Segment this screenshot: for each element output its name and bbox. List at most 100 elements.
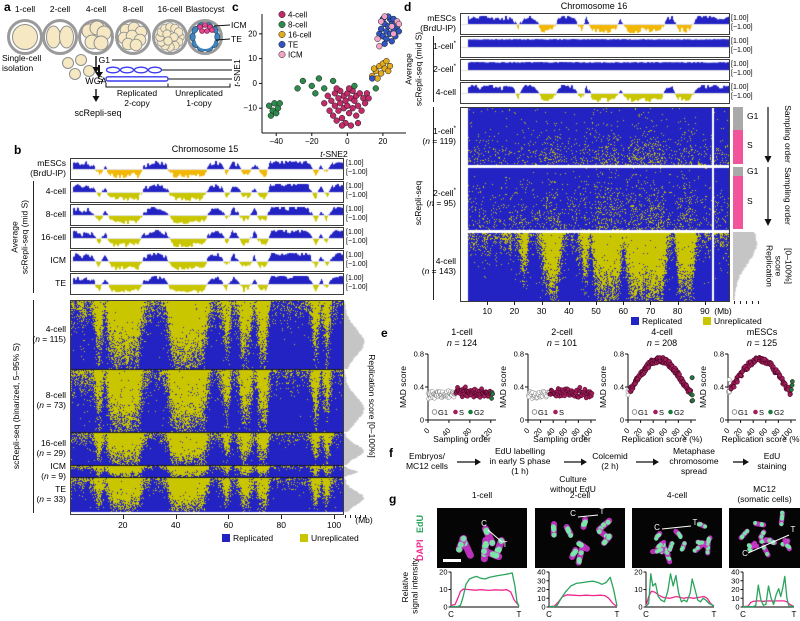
block-label-name: 4-cell <box>435 256 456 266</box>
c-x-tick-label: 0 <box>345 137 350 146</box>
e-n-rest: = 124 <box>452 338 477 348</box>
d-x-tick-label: 80 <box>672 306 683 316</box>
replication-bubble <box>147 66 163 74</box>
stage-label-2-cell: 2-cell <box>50 4 70 14</box>
telomere-label: T <box>503 540 508 549</box>
edu-band <box>654 536 659 541</box>
edu-band <box>706 536 711 541</box>
chromosome <box>580 516 589 530</box>
g-y-tick-label: 20 <box>439 568 447 577</box>
e-point-S <box>762 356 768 362</box>
c-legend-label-ICM: ICM <box>288 51 303 60</box>
replication-bubble <box>133 66 149 74</box>
e-point-S <box>735 379 740 385</box>
tsne-point-8-cell <box>321 85 328 92</box>
scale-labels-d-1-cell: [1.00] [−1.00] <box>731 38 753 54</box>
panel-g-ylabel-line1: Relative <box>400 572 410 603</box>
g-image-title-2-cell: 2-cell <box>570 490 590 500</box>
tsne-point-4-cell <box>335 107 342 114</box>
c-y-tick-label: −10 <box>243 104 257 113</box>
d-x-tick <box>650 301 652 305</box>
canvas-b-track-ICM <box>70 250 344 272</box>
edu-band <box>602 539 608 545</box>
tsne-point-4-cell <box>326 107 333 114</box>
chromosome <box>575 546 585 566</box>
e-y-tick-label: 0.8 <box>614 350 624 359</box>
tsne-point-4-cell <box>349 105 356 112</box>
workflow-step-4: Metaphase chromosome spread <box>669 446 719 476</box>
track-label-16-cell: 16-cell <box>40 232 66 242</box>
tsne-point-4-cell <box>331 102 339 109</box>
canvas-b-track-mESCs <box>70 158 344 180</box>
legend-replicated-d: Replicated <box>642 316 683 326</box>
e-point-S <box>779 375 785 381</box>
canvas-b-track-16-cell <box>70 227 344 249</box>
c-x-tick-label: 20 <box>378 137 387 146</box>
g-y-tick-label: 0 <box>735 603 739 612</box>
e-y-tick-label: 0.8 <box>514 350 524 359</box>
scale-labels-d-4-cell: [1.00] [−1.00] <box>731 84 753 100</box>
tsne-label-rest: -SNE2 <box>323 149 348 159</box>
panel-b-repscore-label: Replication score [0–100%] <box>367 354 377 458</box>
e-y-tick-label: 0 <box>720 416 724 425</box>
blastomere <box>163 36 173 46</box>
panel-letter-a: a <box>4 0 11 14</box>
edu-band <box>576 557 582 563</box>
edu-curve-0 <box>451 572 520 608</box>
d-x-tick <box>704 301 706 305</box>
b-x-tick <box>228 515 230 519</box>
g-x-c-label: C <box>740 610 746 619</box>
edu-curve-3 <box>743 575 795 608</box>
canvas-d-track-mESCs <box>460 13 730 35</box>
stage-label-1-cell: 1-cell <box>15 4 35 14</box>
chromosome <box>746 543 760 549</box>
workflow-arrow-head-2 <box>581 458 587 466</box>
workflow-arrow-head-3 <box>653 458 659 466</box>
stain-label: DAPI EdU <box>415 515 425 561</box>
e-y-tick-label: 0.8 <box>414 350 424 359</box>
chromosome <box>667 541 675 553</box>
legend-replicated-b: Replicated <box>233 533 274 543</box>
chromosome <box>655 541 665 551</box>
track-label-d-mESCs: mESCs (BrdU-IP) <box>420 13 456 33</box>
b-x-tick <box>175 515 177 519</box>
c-x-tick-label: −40 <box>269 137 283 146</box>
e-legend-dot-G1 <box>731 409 738 415</box>
scale-bar <box>443 559 461 562</box>
b-hist-tick <box>355 515 356 518</box>
e-xlabel-mESCs: Replication score (%) <box>722 434 800 444</box>
e-title-2-cell: 2-cell <box>551 327 573 337</box>
dapi-curve-0 <box>450 588 520 607</box>
edu-band <box>753 520 758 526</box>
edu-band <box>695 545 700 550</box>
embryo-schematic: 1-cell 2-cell 4-cell 8-cell 16-cell Blastocys… <box>2 4 247 118</box>
chromosome <box>695 539 707 546</box>
workflow-arrows <box>457 458 749 466</box>
edu-band <box>605 519 611 525</box>
s-bar-2cell <box>733 176 743 229</box>
edu-band <box>493 552 500 559</box>
panel-d-mb-unit: (Mb) <box>714 306 732 316</box>
panel-letter-b: b <box>14 143 22 157</box>
sampling-arrow-head-1 <box>764 156 772 163</box>
b-hist-tick <box>360 515 361 518</box>
d-x-tick <box>623 301 625 305</box>
e-legend-label-S: S <box>559 408 564 417</box>
screpliseq-label: scRepli-seq <box>74 108 121 118</box>
icm-cell <box>199 28 205 34</box>
panel-b-mb-unit: (Mb) <box>355 515 373 525</box>
e-legend-dot-S <box>553 409 558 415</box>
c-xlabel: t-SNE2 <box>320 149 348 159</box>
b-hist-tick <box>350 515 351 518</box>
tsne-point-4-cell <box>328 97 335 104</box>
tsne-point-8-cell <box>299 77 307 85</box>
canvas-b-track-8-cell <box>70 204 344 226</box>
edu-band <box>787 545 792 550</box>
s-label: S <box>97 74 103 84</box>
legend-swatch-unreplicated-b <box>300 534 308 542</box>
blastomere <box>12 24 38 50</box>
e-n-2-cell: n = 101 <box>547 338 577 348</box>
edu-label: EdU <box>415 515 425 533</box>
te-cell <box>189 32 196 42</box>
e-legend-label-S: S <box>759 408 764 417</box>
